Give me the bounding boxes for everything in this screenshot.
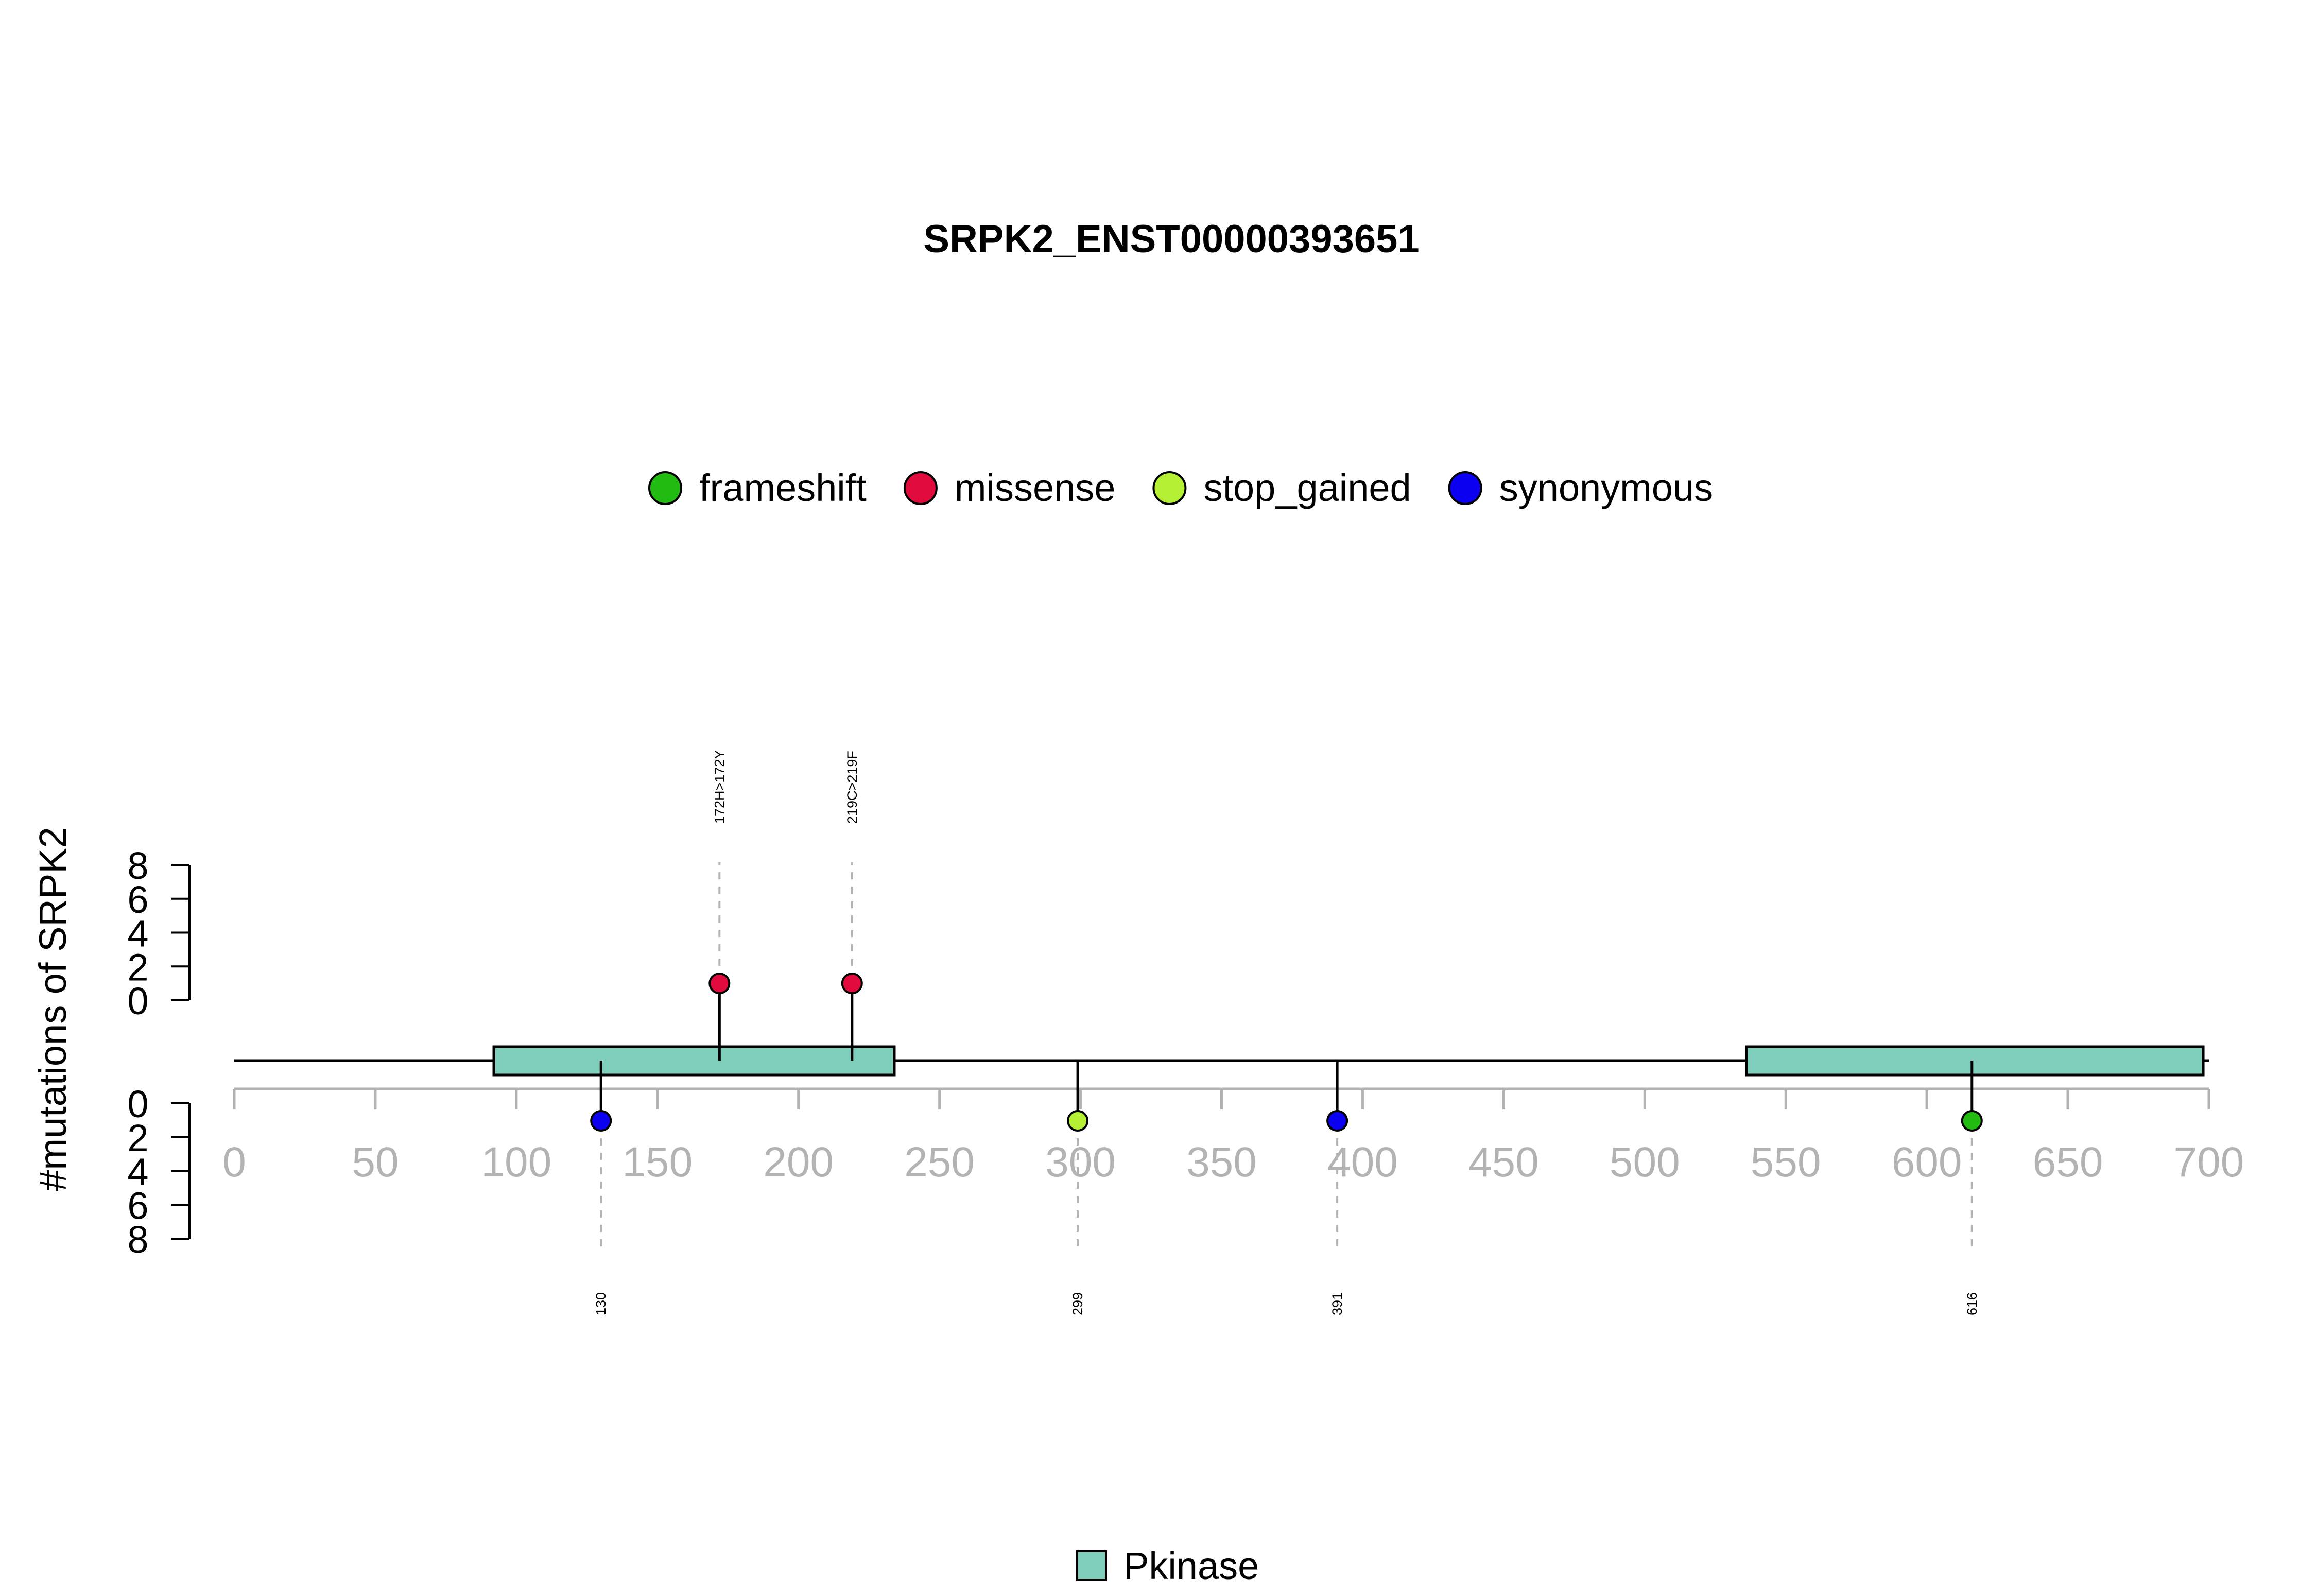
x-tick-label: 100 [481,1139,551,1186]
lollipop-head-frameshift [1961,1110,1983,1132]
x-tick-label: 700 [2174,1139,2244,1186]
x-tick-label: 650 [2033,1139,2103,1186]
domain-Pkinase [1745,1045,2205,1077]
y-tick-label-upper: 6 [127,878,148,921]
lollipop-label: 219C>219F [844,751,860,824]
y-axis-label: #mutations of SRPK2 [31,827,74,1191]
x-tick-label: 250 [904,1139,975,1186]
legend-marker-frameshift [648,471,682,505]
lollipop-head-missense [841,973,863,995]
x-tick-label: 150 [622,1139,693,1186]
legend-label-frameshift: frameshift [699,466,867,509]
x-tick-label: 600 [1892,1139,1962,1186]
y-tick-label-lower: 2 [127,1117,148,1159]
chart-title: SRPK2_ENST00000393651 [923,217,1419,261]
legend-label-stop_gained: stop_gained [1203,466,1411,509]
domain-legend-swatch [1076,1550,1107,1581]
y-tick-label-lower: 6 [127,1184,148,1227]
mutation-lollipops: 172H>172Y 219C>219F 130 299 391 616 [590,750,1983,1315]
x-tick-label: 300 [1045,1139,1116,1186]
lollipop-head-missense [708,973,731,995]
legend-label-missense: missense [955,466,1116,509]
lollipop-label: 616 [1964,1292,1980,1315]
y-tick-label-lower: 8 [127,1218,148,1261]
legend-label-synonymous: synonymous [1499,466,1713,509]
y-tick-label-upper: 4 [127,912,148,955]
y-tick-label-lower: 0 [127,1083,148,1125]
x-tick-label: 350 [1186,1139,1257,1186]
x-tick-label: 0 [222,1139,246,1186]
y-tick-label-upper: 8 [127,844,148,887]
lollipop-head-stop_gained [1067,1110,1089,1132]
x-tick-label: 450 [1468,1139,1539,1186]
domain-legend: Pkinase [1076,1545,1259,1587]
protein-backbone [234,1045,2209,1077]
domain-legend-label: Pkinase [1123,1545,1259,1587]
y-tick-label-upper: 0 [127,980,148,1022]
y-tick-label-lower: 4 [127,1151,148,1193]
lollipop-head-synonymous [590,1110,612,1132]
lollipop-label: 391 [1329,1292,1345,1315]
lollipop-label: 130 [593,1292,609,1315]
domain-Pkinase [492,1045,896,1077]
lollipop-label: 172H>172Y [712,750,727,824]
lollipop-head-synonymous [1326,1110,1348,1132]
x-tick-label: 400 [1327,1139,1398,1186]
legend-marker-stop_gained [1152,471,1187,505]
y-tick-label-upper: 2 [127,946,148,988]
mutation-type-legend: frameshift missense stop_gained synonymous [648,466,1713,509]
x-tick-label: 550 [1751,1139,1821,1186]
lollipop-label: 299 [1070,1292,1085,1315]
x-tick-label: 500 [1610,1139,1680,1186]
x-tick-label: 50 [352,1139,399,1186]
legend-marker-synonymous [1448,471,1482,505]
x-tick-label: 200 [763,1139,834,1186]
x-axis: 0 50 100 150 200 250 300 350 400 450 500 550 600 650 7… [222,1087,2244,1186]
legend-marker-missense [903,471,938,505]
